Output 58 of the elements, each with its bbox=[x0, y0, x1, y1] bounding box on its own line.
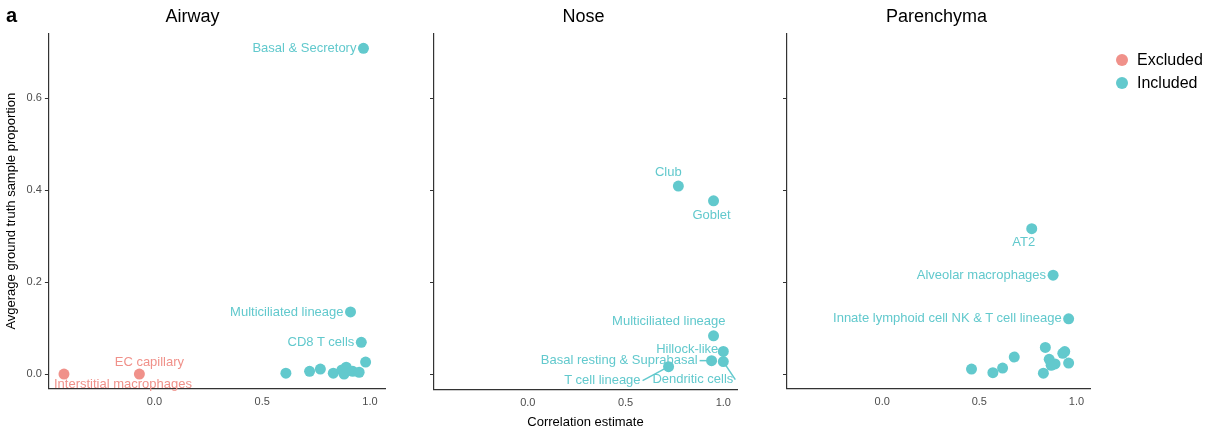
legend-label: Excluded bbox=[1137, 50, 1203, 69]
x-tick-label: 0.5 bbox=[254, 395, 270, 408]
x-tick-label: 1.0 bbox=[715, 395, 731, 408]
annotation: Multiciliated lineage bbox=[230, 303, 344, 319]
annotation: Alveolar macrophages bbox=[916, 266, 1047, 282]
point bbox=[360, 356, 372, 368]
x-axis-title: Correlation estimate bbox=[527, 413, 644, 429]
point bbox=[304, 365, 316, 377]
annotation: CD8 T cells bbox=[287, 333, 355, 349]
point bbox=[314, 363, 326, 375]
point bbox=[1039, 341, 1051, 353]
point bbox=[966, 363, 978, 375]
y-tick-label: 0.0 bbox=[26, 367, 42, 380]
annotation: T cell lineage bbox=[564, 372, 641, 388]
point bbox=[58, 368, 70, 380]
point bbox=[1037, 367, 1049, 379]
x-tick-label: 0.5 bbox=[971, 395, 987, 408]
point bbox=[327, 367, 339, 379]
annotation: Dendritic cells bbox=[652, 371, 734, 387]
annotation: EC capillary bbox=[114, 353, 185, 369]
x-tick-label: 0.5 bbox=[617, 395, 634, 408]
point bbox=[708, 330, 720, 342]
x-tick-label: 0.0 bbox=[520, 395, 536, 408]
annotation: Club bbox=[654, 163, 682, 179]
point bbox=[717, 345, 729, 357]
chart-title: Airway bbox=[165, 5, 220, 26]
annotation: Interstitial macrophages bbox=[53, 375, 193, 391]
chart-title: Parenchyma bbox=[885, 5, 989, 26]
annotation: AT2 bbox=[1012, 234, 1036, 250]
point bbox=[1008, 351, 1020, 363]
point bbox=[1047, 269, 1059, 281]
point bbox=[357, 42, 369, 54]
point bbox=[1026, 223, 1038, 235]
y-tick-label: 0.6 bbox=[26, 91, 42, 104]
annotation: Innate lymphoid cell NK & T cell lineage bbox=[833, 310, 1062, 326]
y-tick-label: 0.2 bbox=[26, 275, 42, 288]
point bbox=[997, 362, 1009, 374]
x-tick-label: 1.0 bbox=[1068, 395, 1085, 408]
point bbox=[1063, 357, 1075, 369]
point bbox=[706, 355, 718, 367]
point bbox=[672, 180, 684, 192]
x-tick-label: 0.0 bbox=[874, 395, 890, 408]
legend-label: Included bbox=[1137, 73, 1198, 92]
point bbox=[987, 367, 999, 379]
annotation: Basal & Secretory bbox=[252, 39, 357, 55]
x-tick-label: 0.0 bbox=[146, 395, 163, 408]
point bbox=[280, 367, 292, 379]
x-tick-label: 1.0 bbox=[362, 395, 378, 408]
y-axis-title: Avgerage ground truth sample proportion bbox=[3, 92, 19, 330]
point bbox=[708, 195, 720, 207]
text: a bbox=[6, 4, 18, 27]
chart-title: Nose bbox=[562, 5, 605, 26]
point bbox=[355, 336, 367, 348]
annotation: Goblet bbox=[692, 207, 732, 223]
point bbox=[345, 306, 357, 318]
point bbox=[1063, 313, 1075, 325]
y-tick-label: 0.4 bbox=[26, 183, 42, 196]
annotation: Multiciliated lineage bbox=[612, 313, 726, 329]
